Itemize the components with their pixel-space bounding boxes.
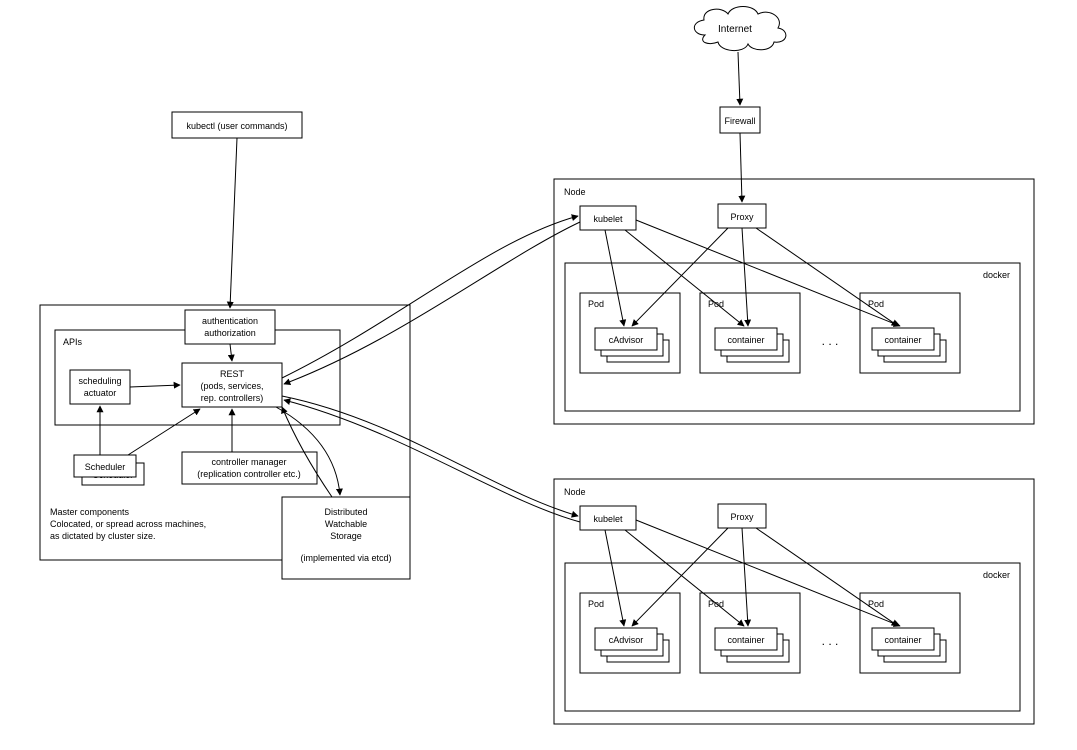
auth-node: authentication authorization [185,310,275,344]
node2-pod1-label: Pod [588,599,604,609]
master-note-line1: Master components [50,507,130,517]
master-note-line2: Colocated, or spread across machines, [50,519,206,529]
storage-line1: Distributed [324,507,367,517]
storage-line4: (implemented via etcd) [300,553,391,563]
master-note-line3: as dictated by cluster size. [50,531,156,541]
firewall-node: Firewall [720,107,760,133]
internet-node: Internet [694,7,786,51]
node2-ellipsis: . . . [822,634,839,648]
scheduler-fg-label: Scheduler [85,462,126,472]
node1-pod1-label: Pod [588,299,604,309]
node2-docker-label: docker [983,570,1010,580]
node2-proxy-label: Proxy [730,512,754,522]
firewall-label: Firewall [724,116,755,126]
storage-line2: Watchable [325,519,367,529]
node1-c2-label: container [727,335,764,345]
node1-proxy-label: Proxy [730,212,754,222]
sched-actuator-node: scheduling actuator [70,370,130,404]
node2-label: Node [564,487,586,497]
controller-manager-node: controller manager (replication controll… [182,452,317,484]
node1-c3-label: container [884,335,921,345]
auth-line2: authorization [204,328,256,338]
ctrl-mgr-line1: controller manager [211,457,286,467]
architecture-diagram: Internet Firewall kubectl (user commands… [0,0,1077,750]
kubectl-label: kubectl (user commands) [186,121,287,131]
kubectl-node: kubectl (user commands) [172,112,302,138]
node1-ellipsis: . . . [822,334,839,348]
node1-docker-label: docker [983,270,1010,280]
node1-kubelet-label: kubelet [593,214,623,224]
node2-c2-label: container [727,635,764,645]
apis-label: APIs [63,337,83,347]
sched-act-line1: scheduling [78,376,121,386]
node1-label: Node [564,187,586,197]
rest-line3: rep. controllers) [201,393,264,403]
auth-line1: authentication [202,316,258,326]
ctrl-mgr-line2: (replication controller etc.) [197,469,301,479]
storage-line3: Storage [330,531,362,541]
internet-label: Internet [718,24,752,35]
node2-c1-label: cAdvisor [609,635,644,645]
storage-node: Distributed Watchable Storage (implement… [282,497,410,579]
node2-container: Node kubelet Proxy docker Pod cAdvisor P… [554,479,1034,724]
node2-c3-label: container [884,635,921,645]
scheduler-stack: Scheduler Scheduler [74,455,144,485]
sched-act-line2: actuator [84,388,117,398]
rest-node: REST (pods, services, rep. controllers) [182,363,282,407]
rest-line2: (pods, services, [200,381,263,391]
node1-container: Node kubelet Proxy docker Pod cAdvisor P… [554,179,1034,424]
node2-kubelet-label: kubelet [593,514,623,524]
rest-line1: REST [220,369,245,379]
node1-c1-label: cAdvisor [609,335,644,345]
